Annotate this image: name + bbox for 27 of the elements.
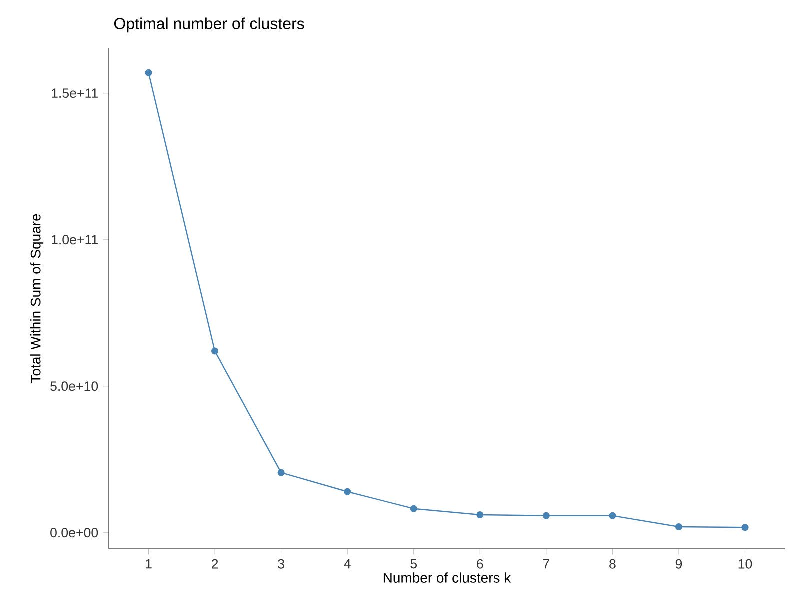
point [542, 512, 550, 520]
point [344, 488, 352, 496]
chart-title: Optimal number of clusters [114, 18, 304, 33]
x-tick-label: 9 [676, 559, 682, 569]
point [742, 524, 749, 532]
point [410, 505, 418, 512]
y-axis-title: Total Within Sum of Square [30, 214, 44, 384]
x-tick-label: 4 [344, 559, 351, 569]
x-tick-label: 3 [278, 559, 284, 569]
x-tick-label: 2 [212, 559, 218, 569]
x-axis-title: Number of clusters k [384, 572, 512, 583]
x-tick-label: 5 [410, 559, 418, 569]
point [145, 69, 152, 76]
point [212, 348, 219, 355]
point [476, 511, 484, 519]
y-tick-label: 1.0e+11 [52, 235, 98, 245]
y-tick-label: 1.5e+11 [52, 88, 98, 98]
x-tick-label: 7 [543, 559, 550, 569]
point [278, 469, 285, 476]
point [675, 523, 682, 531]
x-tick-label: 10 [738, 559, 752, 569]
y-tick-label: 5.0e+10 [50, 382, 98, 392]
point [609, 512, 616, 520]
x-tick-label: 6 [477, 559, 484, 569]
y-tick-label: 0.0e+00 [50, 528, 98, 538]
x-tick-label: 1 [146, 559, 152, 569]
x-tick-label: 8 [610, 559, 616, 569]
